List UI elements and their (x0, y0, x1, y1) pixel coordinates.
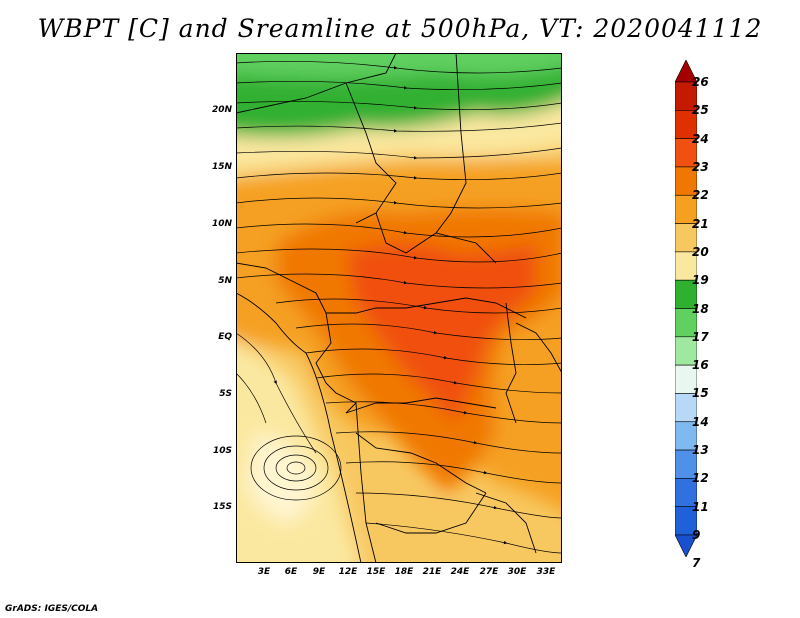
colorbar-tick-label: 21 (692, 216, 709, 231)
colorbar-tick-label: 14 (692, 414, 709, 429)
colorbar-tick-label: 9 (692, 528, 701, 542)
lon-label: 33E (536, 567, 556, 577)
colorbar-tick-label: 15 (692, 386, 709, 401)
colorbar-tick-label: 23 (692, 159, 709, 174)
lon-label: 18E (394, 567, 414, 577)
colorbar-tick-label: 19 (692, 273, 709, 288)
colorbar (675, 60, 697, 557)
lon-label: 15E (366, 567, 386, 577)
colorbar-tick-label: 26 (692, 75, 709, 89)
lon-label: 21E (422, 567, 442, 577)
colorbar-tick-label: 11 (692, 499, 709, 514)
lon-label: 3E (257, 567, 271, 577)
lon-label: 6E (284, 567, 298, 577)
wbpt-streamline-map (236, 53, 562, 563)
lat-label: 5N (218, 276, 232, 286)
lon-label: 27E (479, 567, 499, 577)
streamlines (236, 60, 562, 554)
map-title: WBPT [C] and Sreamline at 500hPa, VT: 20… (37, 14, 763, 43)
colorbar-tick-label: 18 (692, 301, 709, 316)
colorbar-tick-label: 17 (692, 329, 709, 344)
lat-label: 20N (211, 105, 232, 115)
temperature-shading (236, 53, 562, 563)
colorbar-tick-label: 25 (692, 103, 709, 118)
lat-label: 10S (212, 446, 232, 456)
lat-label: EQ (218, 332, 232, 342)
lat-label: 15S (212, 502, 232, 512)
colorbar-tick-label: 24 (692, 131, 709, 146)
colorbar-tick-label: 13 (692, 443, 709, 458)
colorbar-tick-label: 12 (692, 471, 709, 486)
colorbar-tick-label: 20 (692, 244, 709, 259)
colorbar-tick-label: 16 (692, 358, 709, 373)
colorbar-swatch (675, 534, 697, 557)
map-frame (236, 53, 562, 563)
lon-label: 12E (338, 567, 358, 577)
colorbar-tick-label: 7 (692, 556, 701, 571)
lon-label: 9E (312, 567, 326, 577)
lat-label: 15N (211, 162, 232, 172)
footer-credit: GrADS: IGES/COLA (5, 604, 99, 614)
country-borders (236, 53, 562, 563)
lon-label: 24E (450, 567, 470, 577)
lat-label: 5S (219, 389, 232, 399)
map-panel (236, 53, 562, 563)
colorbar-tick-label: 22 (692, 188, 709, 203)
lat-label: 10N (211, 219, 232, 229)
lon-label: 30E (507, 567, 527, 577)
vortex (250, 435, 342, 501)
